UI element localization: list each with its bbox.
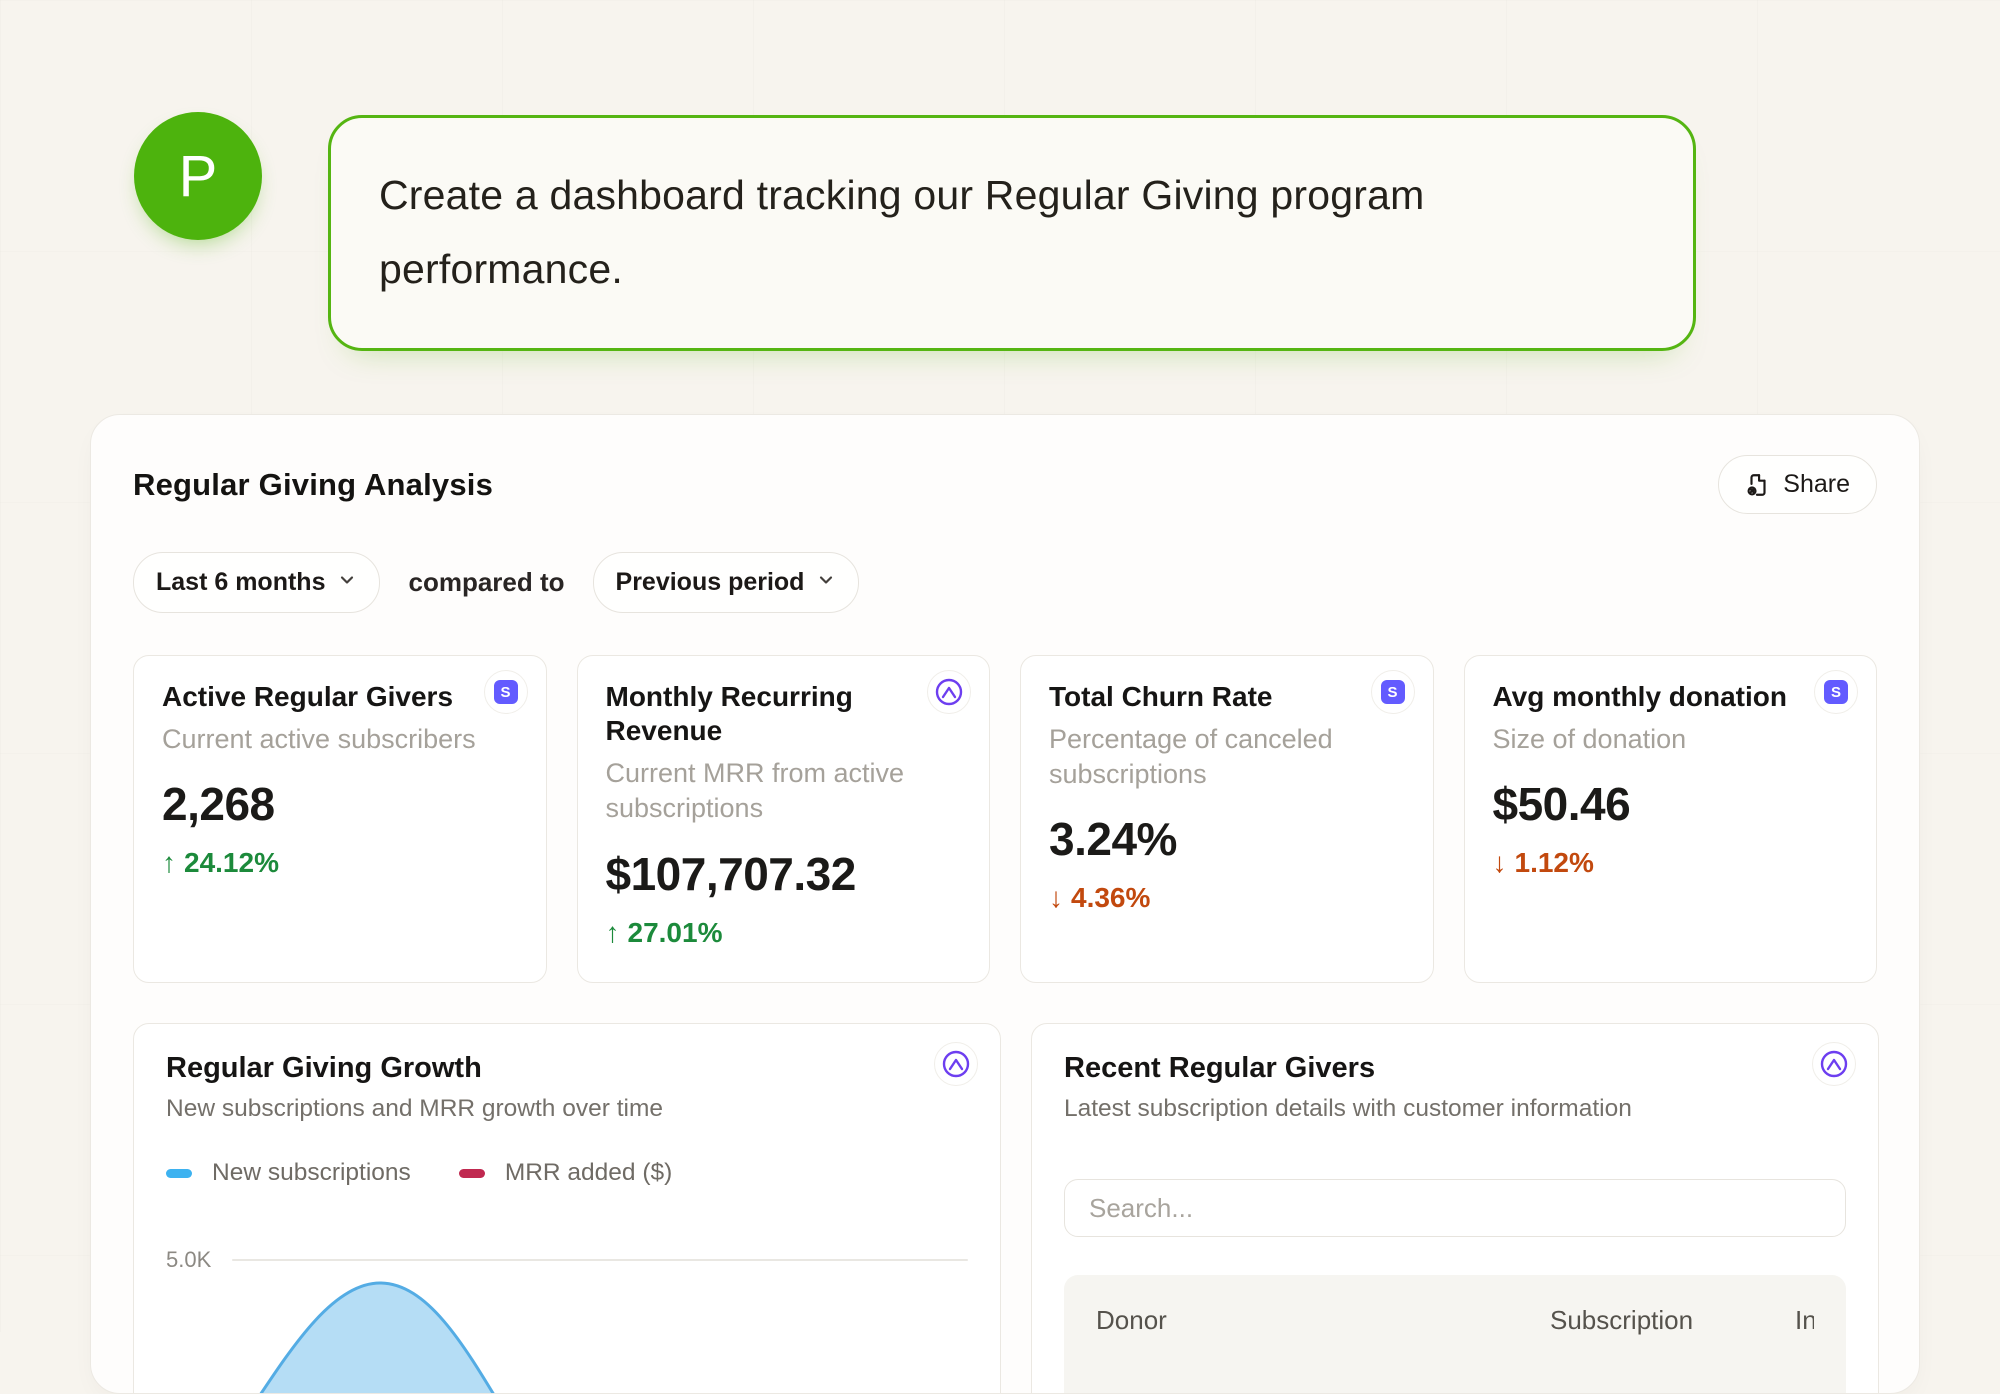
kpi-subtitle: Size of donation [1492,724,1687,755]
kpi-card-churn: S Total Churn Rate Percentage of cancele… [1020,655,1434,983]
kpi-delta: ↓ 4.36% [1049,882,1151,914]
legend-item-mrr-added: MRR added ($) [458,1159,672,1187]
chat-message-bubble: Create a dashboard tracking our Regular … [328,115,1696,351]
givers-panel-subtitle: Latest subscription details with custome… [1064,1095,1632,1122]
arrow-down-icon: ↓ [1049,882,1063,914]
kpi-grid: S Active Regular Givers Current active s… [133,655,1877,983]
arrow-down-icon: ↓ [1492,847,1507,879]
kpi-value: 3.24% [1049,813,1177,866]
kpi-card-avg-donation: S Avg monthly donation Size of donation … [1463,655,1877,983]
arrow-up-icon: ↑ [605,916,620,948]
stripe-badge-icon: S [1814,670,1858,714]
chat-message-text: Create a dashboard tracking our Regular … [379,172,1425,292]
chart-y-axis: 5.0K [166,1247,968,1273]
kpi-value: $50.46 [1492,778,1631,831]
bottom-panels: Regular Giving Growth New subscriptions … [133,1023,1879,1393]
compare-period-dropdown-value: Previous period [615,568,805,596]
filter-bar: Last 6 months compared to Previous perio… [133,552,1877,613]
kpi-title: Avg monthly donation [1492,681,1788,712]
column-header-interval: Interval [1795,1305,1814,1335]
period-dropdown[interactable]: Last 6 months [133,552,381,613]
givers-panel-title: Recent Regular Givers [1064,1052,1376,1084]
givers-panel: Recent Regular Givers Latest subscriptio… [1031,1023,1879,1393]
stripe-badge-icon: S [1370,670,1415,714]
page-title: Regular Giving Analysis [133,466,494,502]
gridline [232,1259,968,1261]
compare-period-dropdown[interactable]: Previous period [592,552,860,613]
search-input[interactable] [1064,1179,1846,1237]
table-header: Donor Subscription Interval [1064,1275,1846,1393]
kpi-title: Monthly Recurring Revenue [605,681,853,747]
kpi-subtitle: Current MRR from active subscriptions [605,758,905,824]
chevron-down-icon [816,568,836,597]
legend-swatch-blue [166,1168,192,1178]
kpi-delta: ↓ 1.12% [1492,847,1594,879]
avatar: P [134,112,262,240]
y-axis-tick: 5.0K [166,1247,212,1272]
kpi-card-mrr: Monthly Recurring Revenue Current MRR fr… [576,655,990,983]
chart-legend: New subscriptions MRR added ($) [166,1159,968,1187]
chevron-down-icon [337,568,357,597]
dashboard-header: Regular Giving Analysis Share [133,455,1877,514]
kpi-card-active-givers: S Active Regular Givers Current active s… [133,655,547,983]
kpi-title: Total Churn Rate [1049,681,1273,712]
legend-swatch-red [458,1168,485,1178]
stripe-badge-icon: S [483,670,528,714]
share-button[interactable]: Share [1718,455,1877,514]
legend-item-new-subscriptions: New subscriptions [166,1159,411,1187]
kpi-delta: ↑ 24.12% [162,847,279,879]
period-dropdown-value: Last 6 months [156,568,326,596]
polar-icon [927,670,971,714]
kpi-delta: ↑ 27.01% [605,916,723,948]
kpi-value: 2,268 [162,778,275,831]
share-button-label: Share [1783,470,1850,498]
growth-panel-title: Regular Giving Growth [166,1052,482,1084]
kpi-subtitle: Percentage of canceled subscriptions [1049,724,1333,790]
arrow-up-icon: ↑ [162,847,176,879]
growth-panel-subtitle: New subscriptions and MRR growth over ti… [166,1095,663,1122]
area-chart [259,1281,495,1393]
kpi-subtitle: Current active subscribers [162,724,476,755]
dashboard-card: Regular Giving Analysis Share Last 6 mon… [90,414,1920,1394]
share-icon [1745,472,1771,498]
compared-to-label: compared to [408,567,565,597]
column-header-subscription: Subscription [1550,1305,1694,1335]
growth-panel: Regular Giving Growth New subscriptions … [133,1023,1001,1393]
kpi-value: $107,707.32 [605,847,857,900]
kpi-title: Active Regular Givers [162,681,454,712]
column-header-donor: Donor [1096,1305,1167,1335]
polar-icon [1812,1042,1856,1086]
avatar-initial: P [178,143,218,209]
polar-icon [934,1042,978,1086]
